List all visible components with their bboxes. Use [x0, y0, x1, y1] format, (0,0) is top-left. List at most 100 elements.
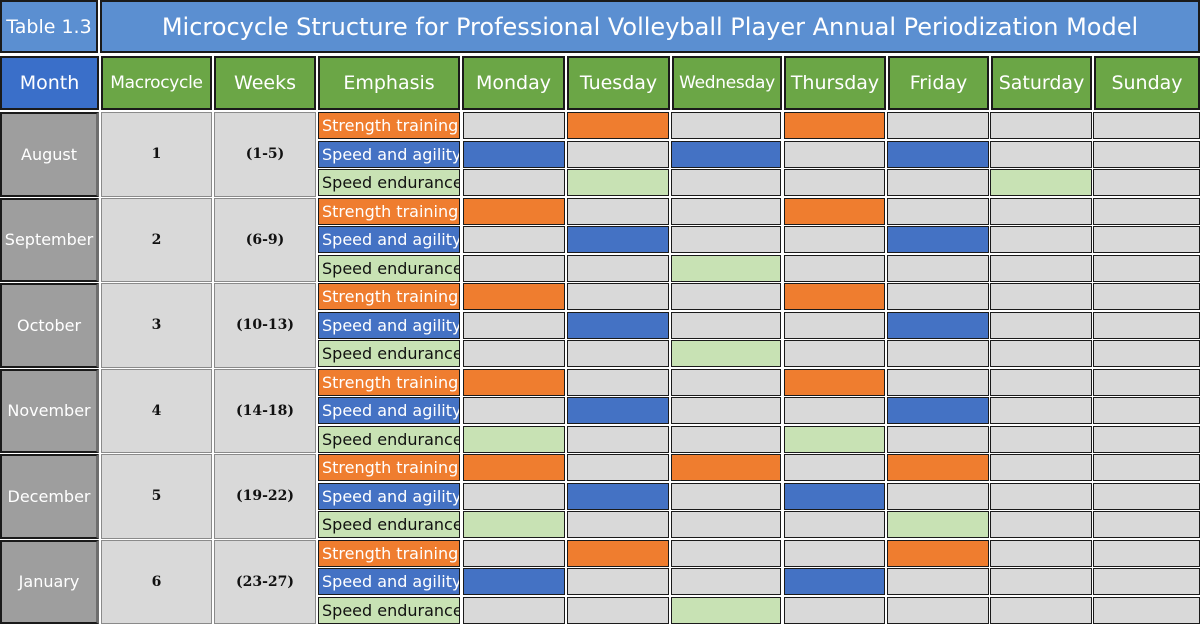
empty-day-cell — [1093, 368, 1200, 396]
empty-day-cell — [784, 226, 885, 253]
empty-day-cell — [463, 169, 565, 196]
empty-day-cell — [1093, 140, 1200, 168]
emphasis-strength: Strength training — [318, 197, 460, 225]
empty-day-cell — [671, 169, 781, 196]
session-endurance-cell — [784, 425, 885, 453]
emphasis-endurance: Speed endurance — [318, 596, 460, 624]
month-cell: November — [0, 368, 99, 453]
empty-day-cell — [567, 596, 669, 624]
header-month: Month — [0, 56, 99, 110]
weeks-cell: (10-13) — [214, 283, 316, 368]
empty-day-cell — [887, 169, 989, 196]
emphasis-speed: Speed and agility — [318, 482, 460, 510]
header-emphasis: Emphasis — [318, 56, 460, 110]
emphasis-speed: Speed and agility — [318, 397, 460, 424]
table-title: Microcycle Structure for Professional Vo… — [100, 0, 1200, 53]
session-strength-cell — [671, 454, 781, 481]
empty-day-cell — [990, 539, 1092, 567]
emphasis-endurance: Speed endurance — [318, 169, 460, 196]
empty-day-cell — [463, 397, 565, 424]
empty-day-cell — [463, 311, 565, 339]
empty-day-cell — [567, 568, 669, 595]
session-speed-cell — [567, 397, 669, 424]
session-endurance-cell — [463, 511, 565, 538]
empty-day-cell — [1093, 454, 1200, 481]
session-strength-cell — [463, 368, 565, 396]
session-endurance-cell — [567, 169, 669, 196]
session-strength-cell — [887, 454, 989, 481]
empty-day-cell — [671, 511, 781, 538]
empty-day-cell — [1093, 283, 1200, 310]
empty-day-cell — [1093, 397, 1200, 424]
month-cell: December — [0, 454, 99, 539]
session-strength-cell — [567, 539, 669, 567]
empty-day-cell — [463, 112, 565, 139]
empty-day-cell — [990, 454, 1092, 481]
empty-day-cell — [1093, 311, 1200, 339]
empty-day-cell — [784, 539, 885, 567]
empty-day-cell — [671, 311, 781, 339]
empty-day-cell — [990, 397, 1092, 424]
empty-day-cell — [784, 596, 885, 624]
session-speed-cell — [463, 140, 565, 168]
header-saturday: Saturday — [991, 56, 1092, 110]
session-strength-cell — [784, 112, 885, 139]
weeks-cell: (14-18) — [214, 368, 316, 453]
empty-day-cell — [887, 112, 989, 139]
empty-day-cell — [990, 197, 1092, 225]
header-weeks: Weeks — [214, 56, 316, 110]
empty-day-cell — [784, 454, 885, 481]
empty-day-cell — [567, 340, 669, 367]
empty-day-cell — [990, 511, 1092, 538]
session-endurance-cell — [463, 425, 565, 453]
empty-day-cell — [1093, 596, 1200, 624]
empty-day-cell — [1093, 169, 1200, 196]
session-speed-cell — [887, 397, 989, 424]
empty-day-cell — [1093, 425, 1200, 453]
header-wednesday: Wednesday — [672, 56, 782, 110]
session-endurance-cell — [671, 596, 781, 624]
emphasis-speed: Speed and agility — [318, 568, 460, 595]
empty-day-cell — [567, 254, 669, 282]
empty-day-cell — [671, 112, 781, 139]
emphasis-endurance: Speed endurance — [318, 511, 460, 538]
empty-day-cell — [990, 568, 1092, 595]
weeks-cell: (6-9) — [214, 197, 316, 282]
macrocycle-cell: 5 — [101, 454, 212, 539]
empty-day-cell — [671, 568, 781, 595]
empty-day-cell — [990, 311, 1092, 339]
empty-day-cell — [990, 596, 1092, 624]
header-macrocycle: Macrocycle — [101, 56, 212, 110]
empty-day-cell — [784, 311, 885, 339]
session-strength-cell — [463, 197, 565, 225]
emphasis-speed: Speed and agility — [318, 311, 460, 339]
empty-day-cell — [1093, 482, 1200, 510]
empty-day-cell — [567, 511, 669, 538]
empty-day-cell — [463, 226, 565, 253]
session-strength-cell — [463, 283, 565, 310]
emphasis-speed: Speed and agility — [318, 140, 460, 168]
empty-day-cell — [887, 254, 989, 282]
empty-day-cell — [1093, 254, 1200, 282]
empty-day-cell — [887, 283, 989, 310]
empty-day-cell — [671, 397, 781, 424]
weeks-cell: (19-22) — [214, 454, 316, 539]
empty-day-cell — [887, 568, 989, 595]
session-speed-cell — [567, 482, 669, 510]
session-speed-cell — [887, 226, 989, 253]
empty-day-cell — [567, 425, 669, 453]
emphasis-strength: Strength training — [318, 539, 460, 567]
session-strength-cell — [463, 454, 565, 481]
empty-day-cell — [671, 425, 781, 453]
session-speed-cell — [887, 311, 989, 339]
empty-day-cell — [784, 254, 885, 282]
empty-day-cell — [1093, 226, 1200, 253]
session-speed-cell — [784, 568, 885, 595]
month-cell: January — [0, 539, 99, 624]
empty-day-cell — [1093, 539, 1200, 567]
empty-day-cell — [784, 140, 885, 168]
empty-day-cell — [990, 425, 1092, 453]
macrocycle-cell: 4 — [101, 368, 212, 453]
empty-day-cell — [463, 482, 565, 510]
empty-day-cell — [463, 596, 565, 624]
